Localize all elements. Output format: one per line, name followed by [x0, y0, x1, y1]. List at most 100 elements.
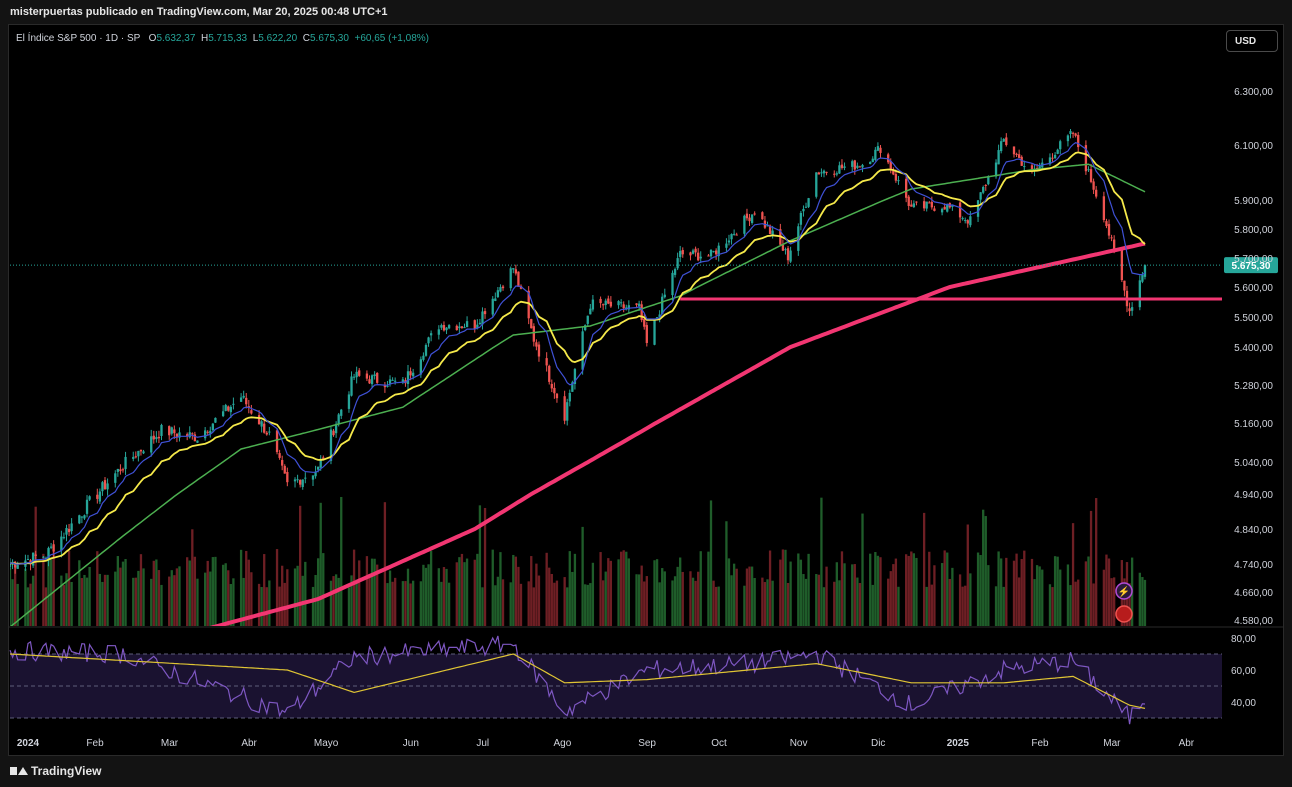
volume-bar — [368, 576, 371, 626]
candle-body — [427, 337, 430, 344]
symbol-label: El Índice S&P 500 · 1D · SP — [16, 33, 141, 44]
candle-body — [694, 248, 697, 253]
volume-bar — [440, 581, 443, 626]
candle-body — [352, 376, 356, 378]
candle-body — [789, 250, 792, 262]
volume-bar — [173, 575, 176, 626]
volume-bar — [60, 575, 63, 626]
volume-bar — [1012, 560, 1016, 626]
volume-bar — [427, 564, 430, 626]
candle-body — [1069, 131, 1072, 134]
volume-bar — [132, 577, 135, 626]
volume-bar — [653, 560, 656, 626]
candle-body — [278, 453, 281, 458]
volume-bar — [928, 551, 931, 626]
candle-body — [679, 250, 682, 257]
volume-bar — [697, 571, 700, 626]
candle-body — [191, 433, 194, 435]
candle-body — [188, 432, 191, 438]
candle-body — [925, 201, 928, 209]
volume-bar — [1038, 566, 1041, 626]
candle-body — [1128, 308, 1131, 312]
volume-bar — [157, 570, 161, 626]
volume-bar — [229, 584, 232, 626]
candle-body — [786, 248, 790, 261]
volume-bar — [49, 558, 53, 626]
volume-bar — [1000, 558, 1003, 626]
candle-body — [512, 268, 515, 270]
volume-bar — [797, 553, 800, 626]
candle-body — [411, 372, 415, 377]
candle-body — [1051, 157, 1054, 159]
candle-body — [599, 298, 602, 304]
candle-body — [373, 374, 376, 377]
candle-body — [221, 411, 225, 417]
candle-body — [242, 395, 245, 398]
volume-bar — [78, 560, 81, 626]
volume-bar — [445, 568, 448, 626]
volume-bar — [458, 557, 461, 626]
volume-bar — [1138, 572, 1141, 626]
volume-bar — [24, 568, 27, 626]
price-tick-label: 4.580,00 — [1234, 616, 1273, 627]
candle-body — [840, 164, 844, 168]
candle-body — [807, 198, 810, 207]
currency-button[interactable]: USD — [1226, 30, 1278, 52]
volume-bar — [745, 568, 749, 626]
volume-bar — [1074, 581, 1077, 626]
candle-body — [34, 554, 37, 557]
time-axis-label: Jul — [476, 738, 489, 749]
tradingview-footer[interactable]: TradingView — [10, 764, 101, 778]
candle-body — [355, 371, 358, 378]
candle-body — [337, 414, 340, 425]
volume-bar — [689, 571, 692, 626]
candle-body — [732, 233, 736, 235]
volume-bar — [548, 567, 551, 626]
volume-bar — [1048, 584, 1052, 626]
volume-bar — [735, 568, 738, 626]
volume-bar — [296, 565, 299, 626]
volume-bar — [391, 581, 394, 626]
candle-body — [984, 185, 987, 187]
price-tick-label: 4.840,00 — [1234, 525, 1273, 536]
volume-bar — [42, 553, 45, 626]
candle-body — [969, 216, 972, 226]
volume-bar — [640, 565, 643, 626]
candle-body — [987, 176, 990, 185]
volume-bar — [1069, 585, 1072, 626]
candle-body — [232, 403, 235, 405]
volume-bar — [437, 568, 440, 626]
candle-body — [265, 432, 268, 435]
volume-bar — [907, 555, 910, 626]
volume-bar — [568, 551, 571, 626]
candle-body — [784, 249, 787, 251]
candle-body — [1020, 156, 1023, 166]
volume-bar — [802, 574, 805, 626]
candle-body — [1130, 307, 1134, 311]
candle-body — [689, 252, 692, 256]
volume-bar — [211, 557, 215, 626]
volume-bar — [566, 587, 569, 626]
volume-bar — [1030, 558, 1034, 626]
candle-body — [861, 164, 864, 168]
price-pane — [10, 129, 1147, 626]
volume-bar — [622, 550, 625, 626]
candle-body — [491, 298, 494, 315]
volume-bar — [1023, 550, 1026, 626]
volume-bar — [874, 552, 877, 626]
candle-body — [142, 451, 145, 454]
candle-body — [712, 251, 715, 253]
price-tick-label: 5.700,00 — [1234, 254, 1273, 265]
candle-body — [743, 215, 746, 234]
lightning-event-glyph: ⚡ — [1118, 585, 1130, 598]
volume-bar — [275, 549, 279, 626]
candle-body — [1023, 166, 1026, 168]
volume-bar — [851, 564, 854, 626]
candle-body — [227, 406, 230, 411]
last-price-tag — [1224, 257, 1278, 274]
candle-body — [350, 376, 353, 396]
candle-body — [283, 465, 286, 474]
candle-body — [332, 430, 335, 436]
volume-bar — [365, 556, 369, 626]
